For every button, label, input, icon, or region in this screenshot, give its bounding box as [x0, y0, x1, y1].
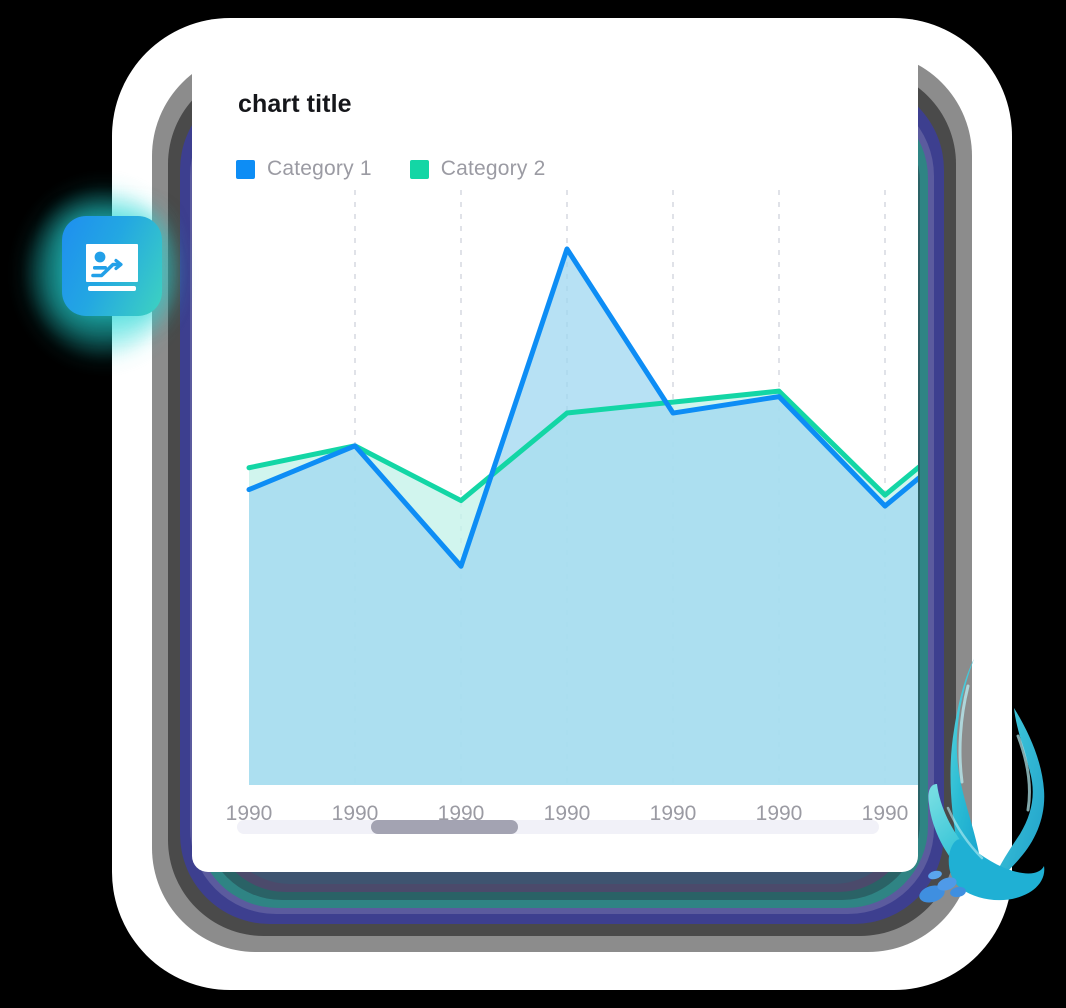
legend-label: Category 1	[267, 157, 372, 180]
chart-legend: Category 1 Category 2	[236, 157, 545, 181]
horizontal-scrollbar-track[interactable]	[237, 820, 879, 834]
chart-card: chart title Category 1 Category 2 1990 19…	[192, 40, 918, 872]
area-chart-svg	[246, 190, 918, 785]
x-axis-tick-label: 1990	[861, 802, 909, 825]
x-axis-tick-label: 1990	[225, 802, 273, 825]
x-axis-tick-label: 1990	[755, 802, 803, 825]
x-axis-tick-label: 1990	[543, 802, 591, 825]
square-swatch-icon	[409, 159, 429, 179]
square-swatch-icon	[236, 159, 255, 179]
legend-item-category-1[interactable]: Category 1	[236, 157, 372, 181]
legend-label: Category 2	[440, 157, 546, 180]
x-axis-tick-label: 1990	[437, 802, 485, 825]
legend-item-category-2[interactable]: Category 2	[409, 157, 546, 181]
x-axis-tick-label: 1990	[649, 802, 697, 825]
presentation-chart-icon[interactable]	[62, 216, 162, 316]
page-title: chart title	[238, 90, 352, 118]
series-line-category-2[interactable]	[246, 388, 918, 504]
horizontal-scrollbar-thumb[interactable]	[371, 820, 518, 834]
series-line-category-1[interactable]	[246, 246, 918, 569]
presentation-chart-glyph	[86, 244, 138, 291]
x-axis-tick-label: 1990	[331, 802, 379, 825]
area-fill-category-1	[249, 248, 918, 785]
x-axis-tick-labels: 1990 1990 1990 1990 1990 1990 1990	[192, 802, 918, 832]
chart-plot-area[interactable]	[192, 190, 918, 790]
